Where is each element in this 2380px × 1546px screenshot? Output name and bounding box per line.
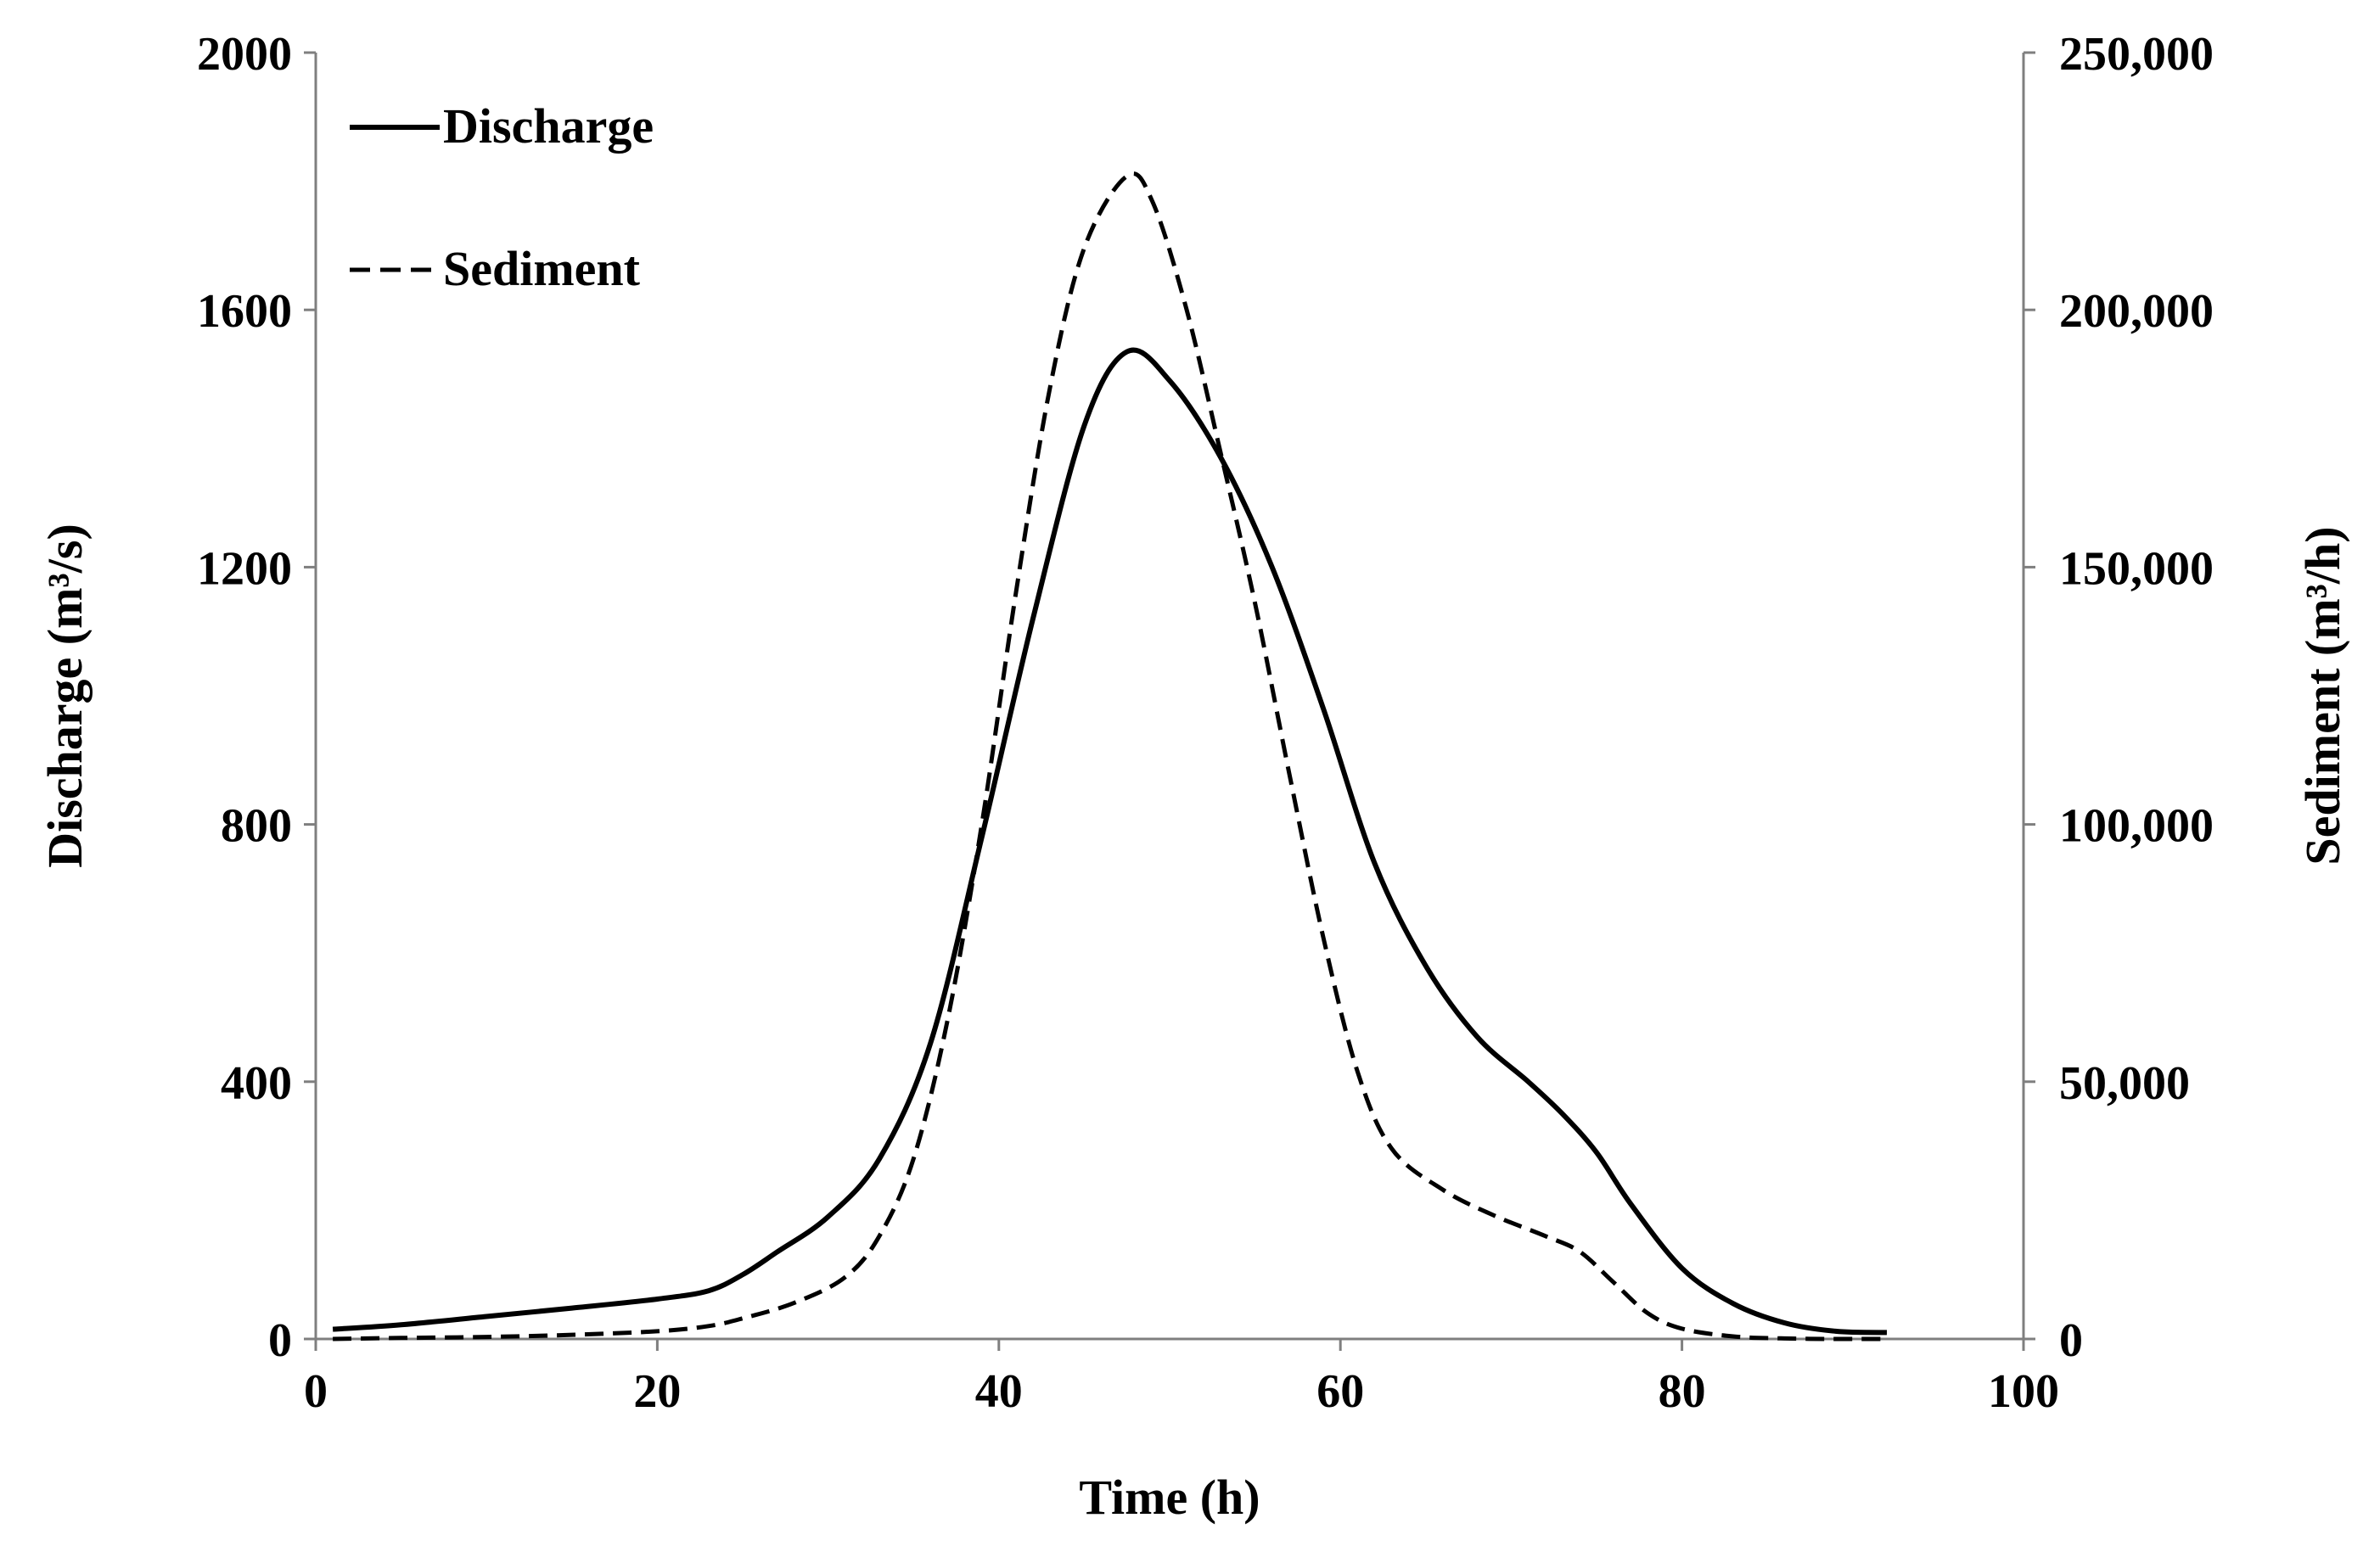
- y-left-tick-label: 2000: [197, 28, 292, 81]
- x-tick-label: 0: [304, 1365, 328, 1418]
- series-group: [332, 171, 1888, 1342]
- legend-label-discharge: Discharge: [443, 98, 654, 154]
- x-tick-label: 100: [1988, 1365, 2059, 1418]
- x-tick-label: 40: [975, 1365, 1023, 1418]
- x-tick-label: 80: [1659, 1365, 1706, 1418]
- series-line-sediment: [333, 171, 1888, 1342]
- y-axis-left-title: Discharge (m³/s): [37, 524, 93, 868]
- y-left-tick-label: 400: [221, 1057, 292, 1110]
- x-tick-label: 20: [633, 1365, 681, 1418]
- legend: Discharge Sediment: [350, 98, 654, 296]
- y-left-tick-label: 1200: [197, 542, 292, 595]
- y-axis-right-title: Sediment (m³/h): [2295, 526, 2350, 865]
- y-left-tick-label: 1600: [197, 285, 292, 338]
- x-axis-ticks: 0 20 40 60 80 100: [304, 1339, 2059, 1418]
- y-axis-right-ticks: 0 50,000 100,000 150,000 200,000 250,000: [2024, 28, 2214, 1367]
- x-axis-title: Time (h): [1079, 1470, 1260, 1525]
- y-right-tick-label: 100,000: [2059, 800, 2214, 853]
- y-right-tick-label: 200,000: [2059, 285, 2214, 338]
- y-right-tick-label: 250,000: [2059, 28, 2214, 81]
- series-line-discharge: [332, 347, 1888, 1336]
- y-right-tick-label: 0: [2059, 1314, 2083, 1367]
- x-tick-label: 60: [1316, 1365, 1364, 1418]
- y-right-tick-label: 150,000: [2059, 542, 2214, 595]
- y-right-tick-label: 50,000: [2059, 1057, 2190, 1110]
- y-left-tick-label: 0: [268, 1314, 292, 1367]
- y-axis-left-ticks: 0 400 800 1200 1600 2000: [197, 28, 316, 1367]
- legend-label-sediment: Sediment: [443, 241, 641, 296]
- y-left-tick-label: 800: [221, 800, 292, 853]
